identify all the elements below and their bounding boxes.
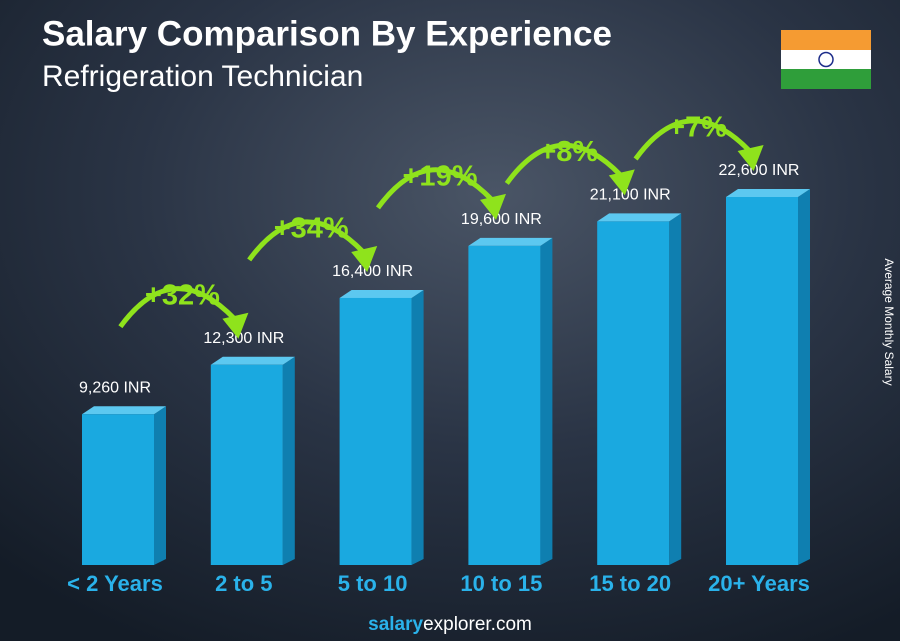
chart-subtitle: Refrigeration Technician [42, 60, 363, 93]
increase-label: +34% [274, 213, 349, 245]
increase-label: +32% [145, 279, 220, 311]
bar [468, 245, 541, 566]
increase-arrow [118, 286, 237, 329]
bar-top [82, 406, 166, 415]
increase-arrow [375, 167, 494, 210]
value-label: 22,600 INR [719, 162, 800, 179]
x-tick-label: 20+ Years [708, 571, 810, 596]
bar-top [339, 289, 424, 298]
chart-title: Salary Comparison By Experience [42, 14, 612, 53]
bar [210, 364, 283, 565]
bar-top [468, 237, 553, 246]
increase-arrow [633, 118, 752, 161]
increase-label: +7% [668, 112, 727, 144]
increase-arrowhead [222, 312, 249, 339]
flag [781, 30, 871, 89]
source: salaryexplorer.com [368, 614, 532, 635]
value-label: 9,260 INR [79, 379, 151, 396]
x-tick-label: 2 to 5 [215, 571, 272, 596]
bar-side [798, 189, 810, 565]
bar-side [669, 213, 682, 565]
bar [726, 197, 798, 565]
bar-side [154, 406, 166, 565]
increase-arrowhead [608, 169, 635, 196]
increase-arrowhead [480, 193, 506, 220]
value-label: 12,300 INR [203, 330, 284, 347]
x-tick-label: 15 to 20 [589, 571, 671, 596]
source-brand: salary [368, 614, 423, 635]
increase-arrow [504, 142, 623, 185]
source-domain: explorer.com [423, 614, 532, 635]
bar-top [726, 189, 810, 197]
value-label: 19,600 INR [461, 211, 542, 228]
increase-label: +19% [403, 161, 478, 193]
value-label: 21,100 INR [590, 187, 671, 204]
bar-side [540, 237, 553, 566]
bar-side [282, 356, 295, 565]
increase-label: +8% [539, 136, 598, 168]
bar [597, 221, 670, 565]
bar-top [210, 356, 295, 365]
y-axis-label: Average Monthly Salary [882, 258, 896, 385]
increase-arrowhead [737, 145, 764, 171]
bar [339, 297, 412, 565]
increase-arrowhead [351, 245, 378, 272]
x-tick-label: 10 to 15 [460, 571, 542, 596]
bar-top [597, 213, 682, 222]
bar [82, 414, 154, 565]
x-tick-label: 5 to 10 [338, 571, 408, 596]
increase-arrow [247, 219, 365, 262]
bar-side [411, 289, 424, 565]
value-label: 16,400 INR [332, 263, 413, 280]
x-tick-label: < 2 Years [67, 571, 163, 596]
